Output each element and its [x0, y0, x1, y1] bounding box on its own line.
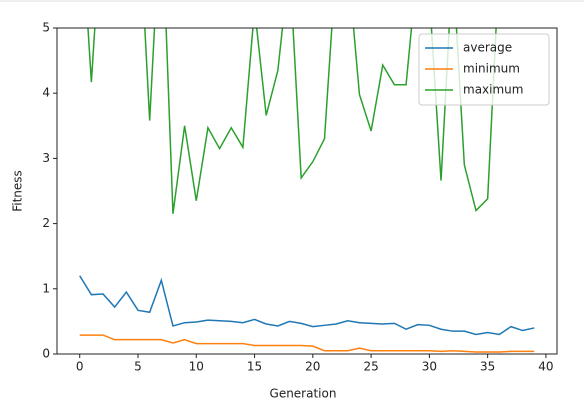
x-tick-label: 20 [305, 360, 320, 374]
axes-frame [56, 27, 558, 355]
x-tick-label: 15 [247, 360, 262, 374]
y-tick-label: 5 [42, 21, 50, 35]
y-tick-label: 3 [42, 151, 50, 165]
legend-label: minimum [463, 62, 520, 76]
x-tick-label: 5 [134, 360, 142, 374]
x-tick-label: 25 [363, 360, 378, 374]
x-tick-label: 0 [76, 360, 84, 374]
legend-label: maximum [463, 83, 523, 97]
y-tick-label: 4 [42, 86, 50, 100]
y-tick-label: 2 [42, 216, 50, 230]
y-axis-label: Fitness [11, 170, 25, 212]
x-axis-label: Generation [270, 387, 337, 401]
series-line [87, 28, 497, 214]
series-line [79, 334, 535, 353]
x-tick-label: 40 [538, 360, 553, 374]
series-line [79, 275, 535, 336]
y-tick-label: 0 [42, 347, 50, 361]
x-tick-label: 10 [189, 360, 204, 374]
x-tick-label: 30 [422, 360, 437, 374]
legend-box [418, 33, 550, 106]
y-tick-label: 1 [42, 281, 50, 295]
x-tick-label: 35 [480, 360, 495, 374]
legend-label: average [463, 41, 512, 55]
